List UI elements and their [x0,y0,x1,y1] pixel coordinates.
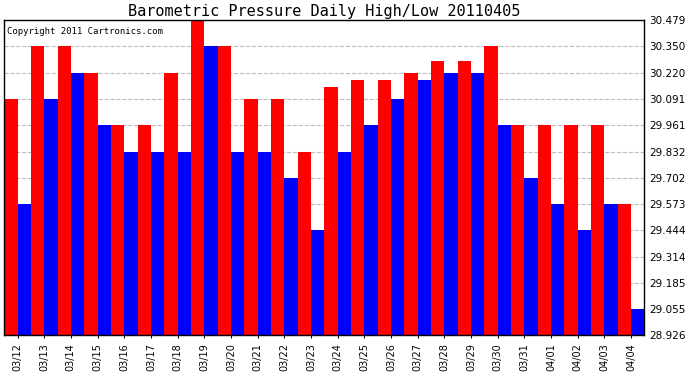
Title: Barometric Pressure Daily High/Low 20110405: Barometric Pressure Daily High/Low 20110… [128,4,520,19]
Bar [431,61,444,335]
Bar [137,125,151,335]
Bar [164,73,177,335]
Bar [217,46,231,335]
Bar [377,80,391,335]
Bar [151,152,164,335]
Bar [57,46,71,335]
Bar [538,125,551,335]
Bar [484,46,497,335]
Bar [604,204,618,335]
Bar [471,73,484,335]
Bar [231,152,244,335]
Bar [97,125,111,335]
Bar [4,99,17,335]
Bar [124,152,137,335]
Bar [417,80,431,335]
Bar [351,80,364,335]
Bar [297,152,311,335]
Bar [404,73,417,335]
Bar [578,230,591,335]
Bar [524,178,538,335]
Bar [311,230,324,335]
Bar [551,204,564,335]
Bar [511,125,524,335]
Bar [71,73,84,335]
Bar [31,46,44,335]
Bar [244,99,257,335]
Bar [44,99,57,335]
Bar [444,73,457,335]
Bar [618,204,631,335]
Bar [631,309,644,335]
Bar [497,125,511,335]
Bar [564,125,578,335]
Bar [591,125,604,335]
Bar [204,46,217,335]
Bar [191,20,204,335]
Bar [271,99,284,335]
Bar [391,99,404,335]
Bar [324,87,337,335]
Bar [111,125,124,335]
Bar [84,73,97,335]
Bar [364,125,377,335]
Text: Copyright 2011 Cartronics.com: Copyright 2011 Cartronics.com [8,27,164,36]
Bar [337,152,351,335]
Bar [177,152,191,335]
Bar [284,178,297,335]
Bar [457,61,471,335]
Bar [257,152,271,335]
Bar [17,204,31,335]
